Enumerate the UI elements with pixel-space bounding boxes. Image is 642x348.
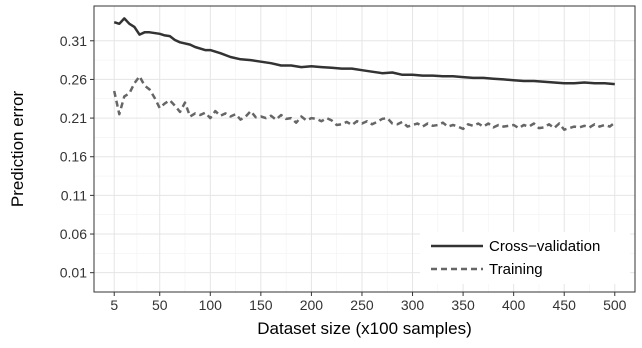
- legend-background: [420, 232, 630, 284]
- y-tick-label: 0.06: [60, 226, 87, 242]
- y-tick-label: 0.01: [60, 265, 87, 281]
- x-axis-title: Dataset size (x100 samples): [257, 319, 471, 338]
- y-axis: 0.01 0.06 0.11 0.16 0.21 0.26 0.31: [60, 33, 94, 281]
- legend-label-cross-validation: Cross−validation: [489, 238, 600, 255]
- x-tick-label: 300: [401, 297, 425, 313]
- legend-label-training: Training: [489, 261, 543, 278]
- y-tick-label: 0.11: [61, 187, 87, 203]
- series-line-training: [112, 75, 616, 131]
- x-tick-label: 450: [553, 297, 577, 313]
- plot-panel-border: [93, 5, 636, 293]
- y-tick-label: 0.16: [60, 149, 87, 165]
- x-tick-label: 350: [451, 297, 475, 313]
- x-tick-label: 500: [603, 297, 627, 313]
- x-tick-label: 150: [249, 297, 273, 313]
- x-axis: 5 50 100 150 200 250 300 350 400 450 500: [110, 292, 627, 313]
- x-tick-label: 400: [502, 297, 526, 313]
- x-tick-label: 5: [110, 297, 118, 313]
- x-tick-label: 200: [300, 297, 324, 313]
- grid-minor: [94, 6, 635, 292]
- legend: Cross−validation Training: [420, 232, 630, 284]
- y-tick-label: 0.21: [60, 110, 87, 126]
- series-layer: [112, 17, 616, 131]
- series-line-cross-validation: [113, 17, 615, 86]
- y-tick-label: 0.26: [60, 71, 87, 87]
- y-axis-title: Prediction error: [8, 91, 27, 208]
- x-tick-label: 100: [199, 297, 223, 313]
- x-tick-label: 250: [350, 297, 374, 313]
- x-tick-label: 50: [152, 297, 168, 313]
- y-tick-label: 0.31: [60, 33, 87, 49]
